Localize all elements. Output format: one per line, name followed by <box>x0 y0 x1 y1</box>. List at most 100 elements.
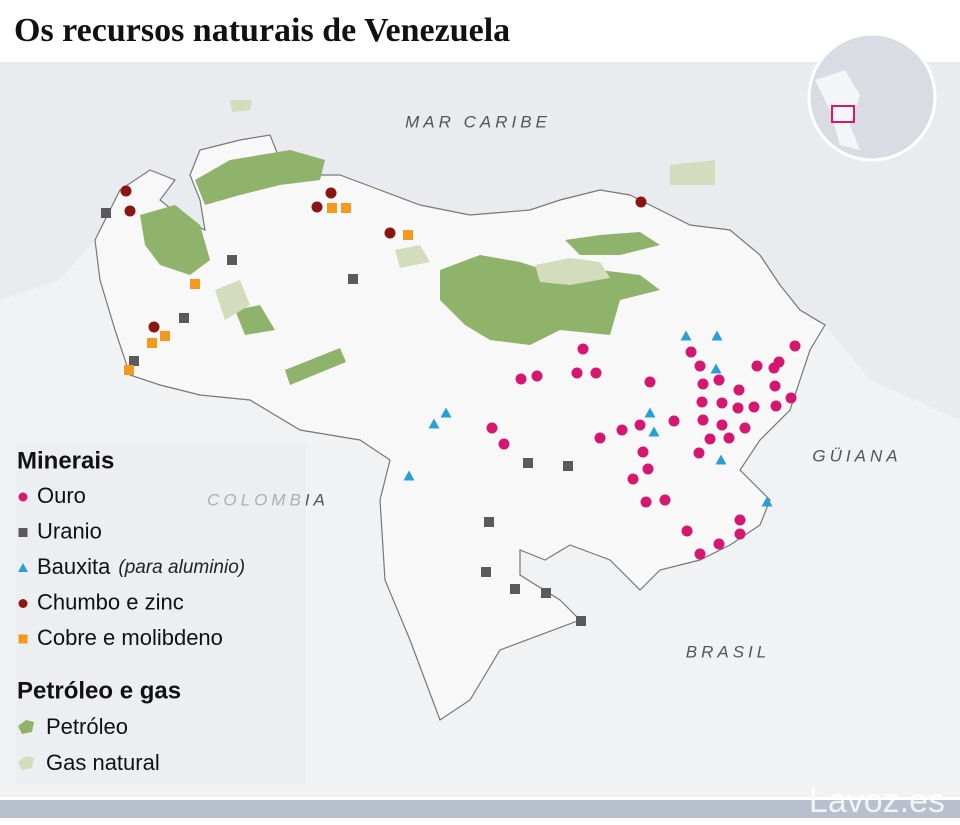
globe-land <box>815 70 860 150</box>
marker <box>713 374 725 386</box>
marker <box>694 548 706 560</box>
marker <box>510 584 520 594</box>
marker <box>627 473 639 485</box>
marker <box>733 384 745 396</box>
watermark: Lavoz.es <box>809 782 945 820</box>
gas-area <box>230 100 252 112</box>
gas-areas <box>215 100 715 320</box>
legend-swatch <box>18 720 34 734</box>
legend-label: Petróleo <box>46 714 128 739</box>
marker <box>384 227 396 239</box>
marker <box>327 203 337 213</box>
marker <box>739 422 751 434</box>
marker <box>634 419 646 431</box>
marker <box>716 419 728 431</box>
marker <box>531 370 543 382</box>
gas-area <box>535 258 610 285</box>
marker <box>685 346 697 358</box>
marker <box>440 407 452 418</box>
marker <box>577 343 589 355</box>
marker <box>769 380 781 392</box>
marker <box>541 588 551 598</box>
marker <box>594 432 606 444</box>
marker <box>734 514 746 526</box>
marker <box>761 496 773 507</box>
resource-points <box>101 185 801 626</box>
legend-label: Chumbo e zinc <box>37 589 184 614</box>
oil-area <box>565 232 660 255</box>
sea-label: MAR CARIBE <box>405 112 551 131</box>
marker <box>694 360 706 372</box>
marker <box>120 185 132 197</box>
marker <box>498 438 510 450</box>
marker <box>693 447 705 459</box>
marker <box>637 446 649 458</box>
marker <box>486 422 498 434</box>
marker <box>768 362 780 374</box>
marker <box>18 599 28 608</box>
oil-area <box>195 150 325 205</box>
oil-area <box>285 348 346 385</box>
oil-area <box>235 305 275 335</box>
legend-heading: Minerais <box>17 447 114 474</box>
marker <box>523 458 533 468</box>
marker <box>571 367 583 379</box>
legend-label: Uranio <box>37 518 102 543</box>
marker <box>789 340 801 352</box>
globe-locator <box>831 105 855 123</box>
marker <box>484 517 494 527</box>
marker <box>341 203 351 213</box>
title: Os recursos naturais de Venezuela <box>14 12 510 49</box>
marker <box>748 401 760 413</box>
marker <box>124 365 134 375</box>
marker <box>696 396 708 408</box>
marker <box>403 470 415 481</box>
gas-area <box>395 245 430 268</box>
marker <box>644 407 656 418</box>
marker <box>648 426 660 437</box>
marker <box>18 634 28 644</box>
marker <box>697 414 709 426</box>
marker <box>428 418 440 429</box>
legend-label: Cobre e molibdeno <box>37 625 223 650</box>
marker <box>715 454 727 465</box>
country-label: BRASIL <box>686 642 770 661</box>
marker <box>160 331 170 341</box>
marker <box>640 496 652 508</box>
marker <box>785 392 797 404</box>
legend-swatch <box>18 756 34 770</box>
marker <box>713 538 725 550</box>
marker <box>716 397 728 409</box>
marker <box>644 376 656 388</box>
marker <box>18 528 28 537</box>
marker <box>590 367 602 379</box>
marker <box>680 330 692 341</box>
marker <box>659 494 671 506</box>
legend-note: (para aluminio) <box>118 557 245 578</box>
legend-label: Bauxita <box>37 554 111 579</box>
country-label: GÜIANA <box>812 446 901 465</box>
marker <box>697 378 709 390</box>
oil-area <box>140 205 210 275</box>
marker <box>481 567 491 577</box>
marker <box>681 525 693 537</box>
marker <box>190 279 200 289</box>
marker <box>179 313 189 323</box>
gas-area <box>215 280 250 320</box>
marker <box>563 461 573 471</box>
marker <box>515 373 527 385</box>
marker <box>147 338 157 348</box>
legend: Ouro Uranio Bauxita (para aluminio) Chumbo e… <box>18 483 245 775</box>
marker <box>751 360 763 372</box>
marker <box>101 208 111 218</box>
marker <box>723 432 735 444</box>
marker <box>635 196 647 208</box>
marker <box>711 330 723 341</box>
marker <box>124 205 136 217</box>
legend-label: Ouro <box>37 483 86 508</box>
marker <box>642 463 654 475</box>
marker <box>348 274 358 284</box>
marker <box>148 321 160 333</box>
marker <box>734 528 746 540</box>
